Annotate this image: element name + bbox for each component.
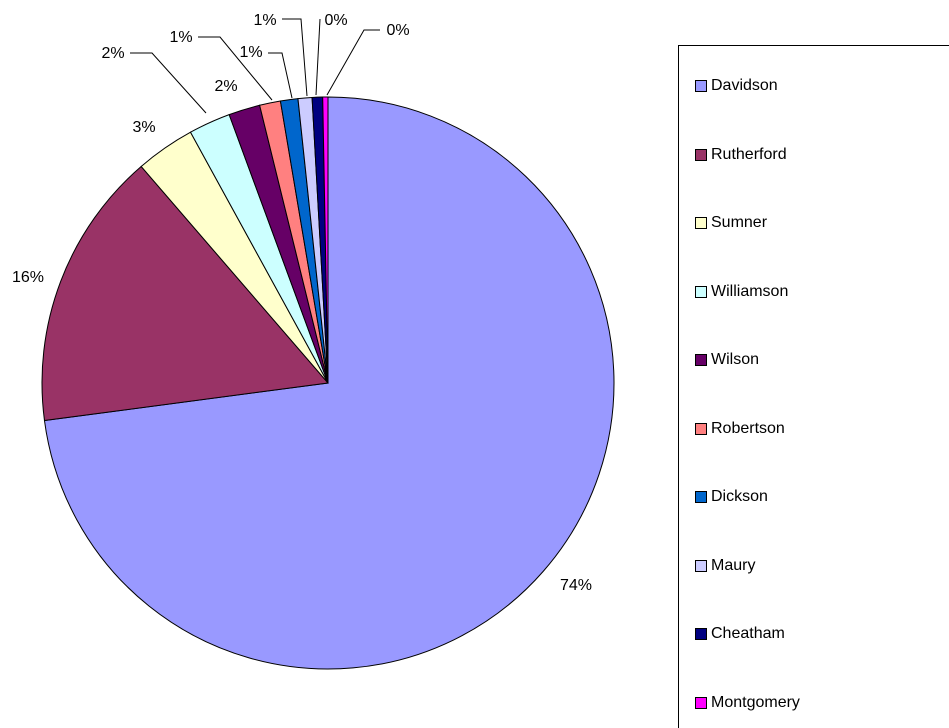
percent-label-montgomery: 0%	[386, 22, 409, 39]
legend-item-wilson: Wilson	[695, 350, 759, 370]
pie-slice-montgomery	[322, 96, 329, 384]
chart-legend: Davidson Rutherford Sumner Williamson Wilson…	[678, 45, 949, 728]
legend-label: Wilson	[711, 351, 760, 368]
legend-label: Davidson	[711, 77, 778, 94]
legend-swatch	[695, 285, 707, 298]
leader-line-dickson	[268, 52, 293, 99]
legend-label: Rutherford	[711, 145, 787, 163]
percent-label-sumner: 3%	[132, 119, 155, 136]
pie-slice-davidson	[43, 96, 615, 670]
percent-label-williamson: 2%	[101, 45, 124, 62]
percent-label-rutherford: 16%	[12, 269, 44, 286]
leader-lines	[130, 18, 380, 114]
legend-label: Robertson	[711, 419, 785, 437]
leader-line-maury	[282, 18, 308, 97]
leader-line-robertson	[198, 36, 273, 101]
legend-item-dickson: Dickson	[695, 487, 768, 507]
leader-line-williamson	[130, 52, 207, 114]
legend-item-williamson: Williamson	[695, 282, 788, 302]
legend-label: Cheatham	[711, 625, 785, 642]
legend-swatch	[695, 491, 707, 503]
legend-swatch	[695, 217, 707, 229]
percent-label-davidson: 74%	[560, 577, 592, 594]
legend-label: Sumner	[711, 214, 768, 231]
percent-label-wilson: 2%	[214, 78, 237, 95]
legend-swatch	[695, 422, 707, 435]
legend-label: Maury	[711, 556, 756, 574]
percent-label-maury: 1%	[253, 12, 276, 29]
pie-slice-rutherford	[41, 165, 329, 422]
percent-label-robertson: 1%	[169, 29, 192, 46]
legend-swatch	[695, 628, 707, 640]
legend-item-sumner: Sumner	[695, 213, 767, 233]
legend-item-davidson: Davidson	[695, 76, 778, 96]
legend-label: Dickson	[711, 488, 768, 505]
pie-slices	[41, 96, 615, 670]
leader-line-montgomery	[326, 29, 380, 96]
legend-item-montgomery: Montgomery	[695, 693, 800, 713]
legend-swatch	[695, 696, 707, 709]
legend-item-cheatham: Cheatham	[695, 624, 785, 644]
legend-item-maury: Maury	[695, 556, 755, 576]
percent-label-cheatham: 0%	[324, 12, 347, 29]
legend-item-rutherford: Rutherford	[695, 145, 787, 165]
legend-label: Williamson	[711, 282, 789, 300]
legend-item-robertson: Robertson	[695, 419, 785, 439]
leader-line-cheatham	[315, 18, 321, 96]
percent-label-dickson: 1%	[239, 44, 262, 61]
legend-swatch	[695, 354, 707, 366]
legend-swatch	[695, 559, 707, 572]
percent-labels: 74%16%3%2%2%1%1%1% 0%0%	[12, 12, 592, 594]
legend-swatch	[695, 148, 707, 161]
legend-label: Montgomery	[711, 693, 800, 711]
legend-swatch	[695, 80, 707, 92]
